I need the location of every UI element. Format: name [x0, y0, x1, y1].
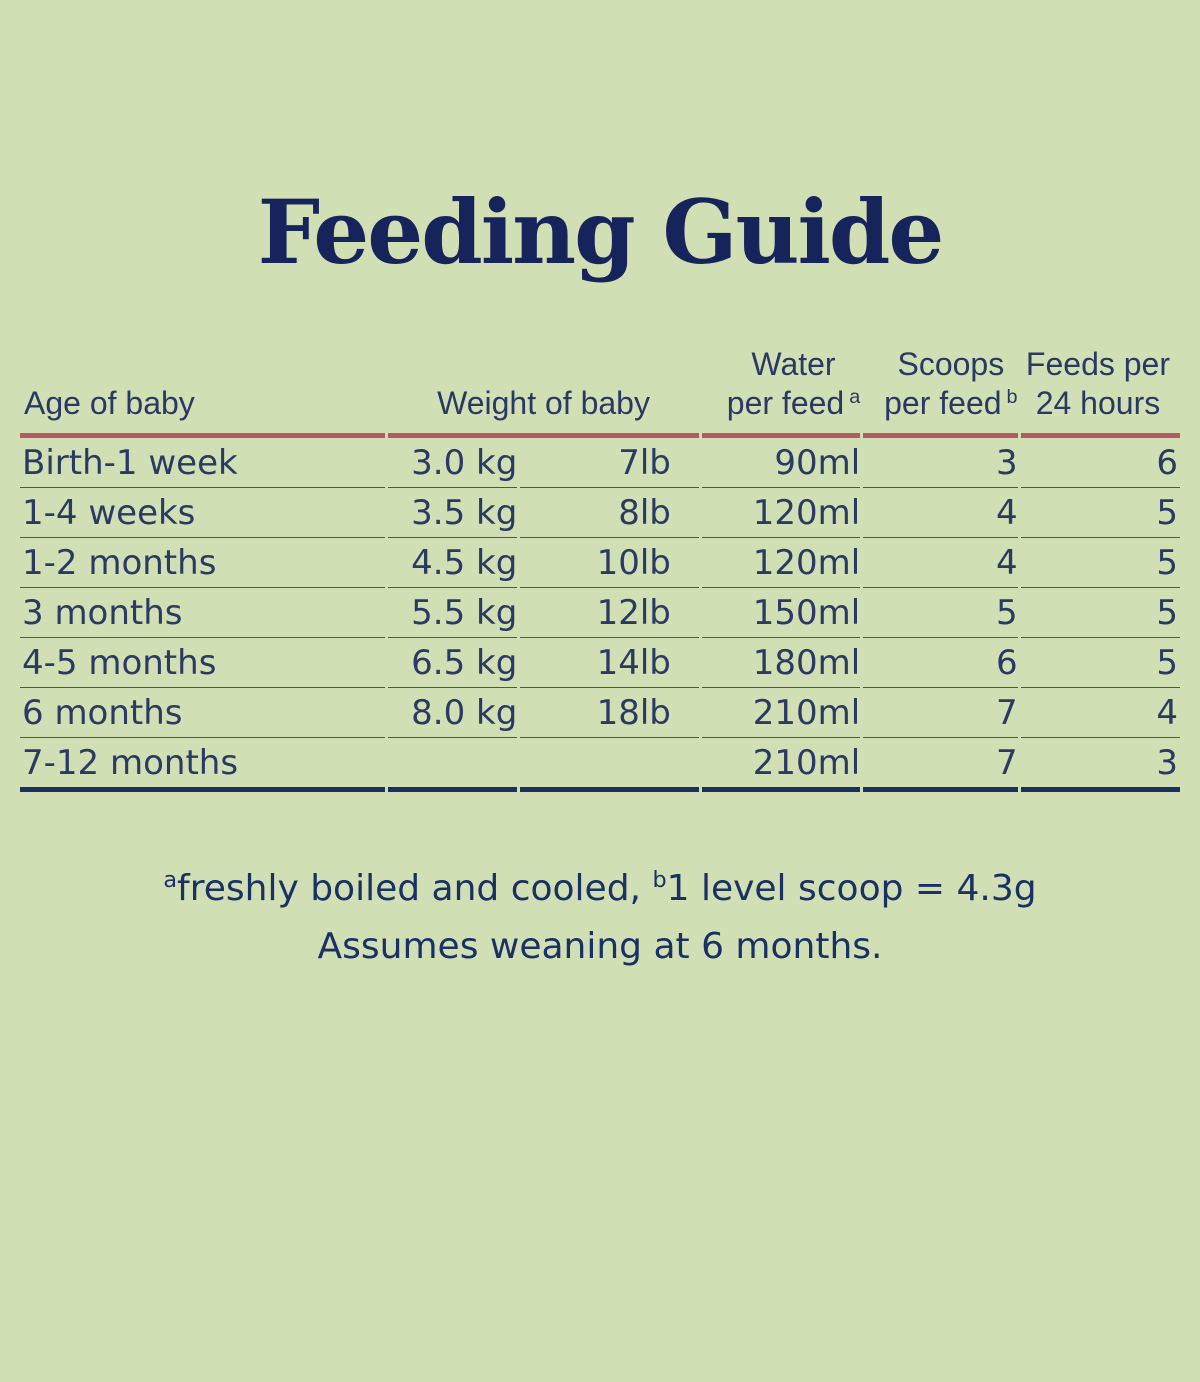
footnote-line-1: afreshly boiled and cooled, b1 level sco… — [163, 867, 1037, 910]
cell-weight-lb: 10lb — [520, 538, 699, 589]
cell-weight-kg: 3.5 kg — [388, 488, 518, 539]
cell-water-per-feed: 90ml — [701, 438, 861, 489]
cell-water-per-feed: 180ml — [701, 638, 861, 689]
cell-weight-kg: 4.5 kg — [388, 538, 518, 589]
feeding-guide-table: Age of baby Weight of baby Water per fee… — [17, 345, 1183, 793]
cell-age: 1-4 weeks — [20, 488, 386, 539]
cell-weight-kg: 5.5 kg — [388, 588, 518, 639]
cell-water-per-feed: 120ml — [701, 488, 861, 539]
cell-feeds-per-24h: 5 — [1020, 488, 1180, 539]
cell-feeds-per-24h: 5 — [1020, 638, 1180, 689]
footnote-marker-a: a — [849, 385, 861, 408]
cell-weight-lb: 7lb — [520, 438, 699, 489]
table-row: 4-5 months 6.5 kg 14lb 180ml 6 5 — [20, 638, 1180, 689]
column-header-water-per-feed: Water per feed a — [701, 345, 861, 439]
cell-feeds-per-24h: 3 — [1020, 738, 1180, 793]
cell-water-per-feed: 210ml — [701, 688, 861, 739]
cell-age: 3 months — [20, 588, 386, 639]
cell-weight-lb: 18lb — [520, 688, 699, 739]
cell-age: 1-2 months — [20, 538, 386, 589]
table-row: 6 months 8.0 kg 18lb 210ml 7 4 — [20, 688, 1180, 739]
cell-age: 6 months — [20, 688, 386, 739]
table-row: 7-12 months 210ml 7 3 — [20, 738, 1180, 793]
cell-water-per-feed: 150ml — [701, 588, 861, 639]
footnotes: afreshly boiled and cooled, b1 level sco… — [0, 860, 1200, 976]
table-row: 3 months 5.5 kg 12lb 150ml 5 5 — [20, 588, 1180, 639]
column-header-weight-of-baby: Weight of baby — [388, 345, 699, 439]
cell-scoops-per-feed: 7 — [863, 738, 1018, 793]
cell-feeds-per-24h: 5 — [1020, 588, 1180, 639]
table-row: 1-2 months 4.5 kg 10lb 120ml 4 5 — [20, 538, 1180, 589]
cell-weight-lb: 8lb — [520, 488, 699, 539]
footnote-line-2: Assumes weaning at 6 months. — [317, 926, 883, 968]
cell-weight-lb — [520, 738, 699, 793]
cell-weight-kg: 3.0 kg — [388, 438, 518, 489]
cell-weight-lb: 12lb — [520, 588, 699, 639]
footnote-ref-b: b — [652, 867, 667, 894]
cell-water-per-feed: 210ml — [701, 738, 861, 793]
cell-scoops-per-feed: 5 — [863, 588, 1018, 639]
footnote-marker-b: b — [1006, 385, 1018, 408]
cell-weight-lb: 14lb — [520, 638, 699, 689]
cell-scoops-per-feed: 3 — [863, 438, 1018, 489]
cell-weight-kg: 6.5 kg — [388, 638, 518, 689]
cell-age: 4-5 months — [20, 638, 386, 689]
cell-scoops-per-feed: 7 — [863, 688, 1018, 739]
cell-feeds-per-24h: 6 — [1020, 438, 1180, 489]
footnote-ref-a: a — [163, 867, 178, 894]
table-row: Birth-1 week 3.0 kg 7lb 90ml 3 6 — [20, 438, 1180, 489]
cell-water-per-feed: 120ml — [701, 538, 861, 589]
cell-weight-kg: 8.0 kg — [388, 688, 518, 739]
cell-scoops-per-feed: 6 — [863, 638, 1018, 689]
cell-feeds-per-24h: 4 — [1020, 688, 1180, 739]
cell-age: 7-12 months — [20, 738, 386, 793]
cell-weight-kg — [388, 738, 518, 793]
cell-age: Birth-1 week — [20, 438, 386, 489]
column-header-age-of-baby: Age of baby — [20, 345, 386, 439]
cell-scoops-per-feed: 4 — [863, 488, 1018, 539]
cell-feeds-per-24h: 5 — [1020, 538, 1180, 589]
feeding-guide-label: Feeding Guide Age of baby Weight of baby… — [0, 180, 1200, 1382]
column-header-feeds-per-24-hours: Feeds per 24 hours — [1020, 345, 1180, 439]
cell-scoops-per-feed: 4 — [863, 538, 1018, 589]
table-row: 1-4 weeks 3.5 kg 8lb 120ml 4 5 — [20, 488, 1180, 539]
table-header-row: Age of baby Weight of baby Water per fee… — [20, 345, 1180, 439]
page-title: Feeding Guide — [257, 180, 945, 284]
column-header-scoops-per-feed: Scoops per feed b — [863, 345, 1018, 439]
